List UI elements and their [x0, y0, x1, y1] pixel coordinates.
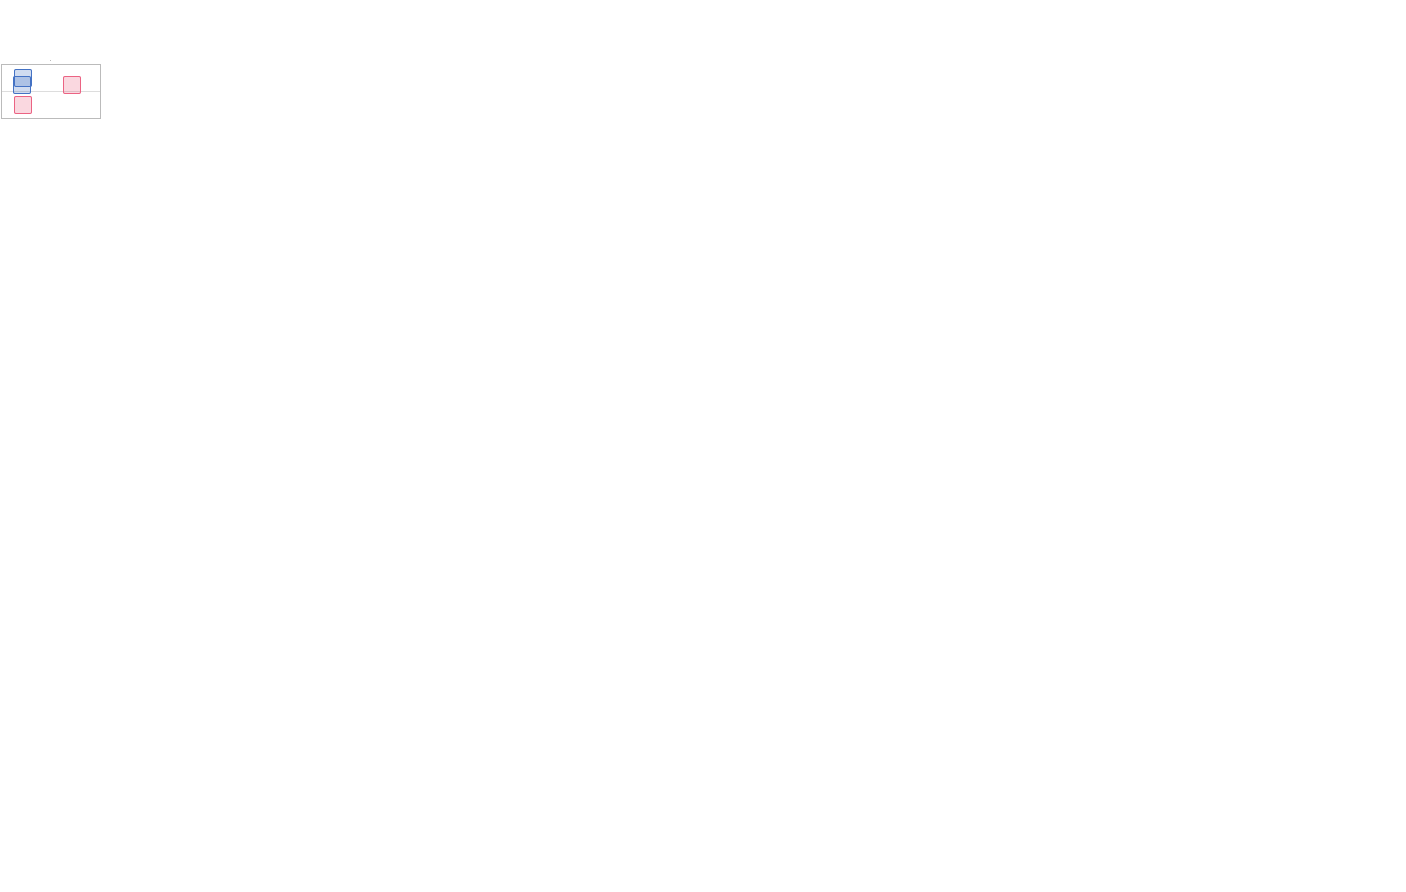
legend-item-series2 — [63, 76, 89, 94]
scatter-plot — [50, 60, 51, 61]
legend-item-series1 — [13, 76, 39, 94]
stats-row-series2 — [2, 91, 100, 118]
swatch-icon — [14, 96, 32, 114]
swatch-icon — [13, 76, 31, 94]
bottom-legend — [13, 76, 89, 94]
swatch-icon — [63, 76, 81, 94]
